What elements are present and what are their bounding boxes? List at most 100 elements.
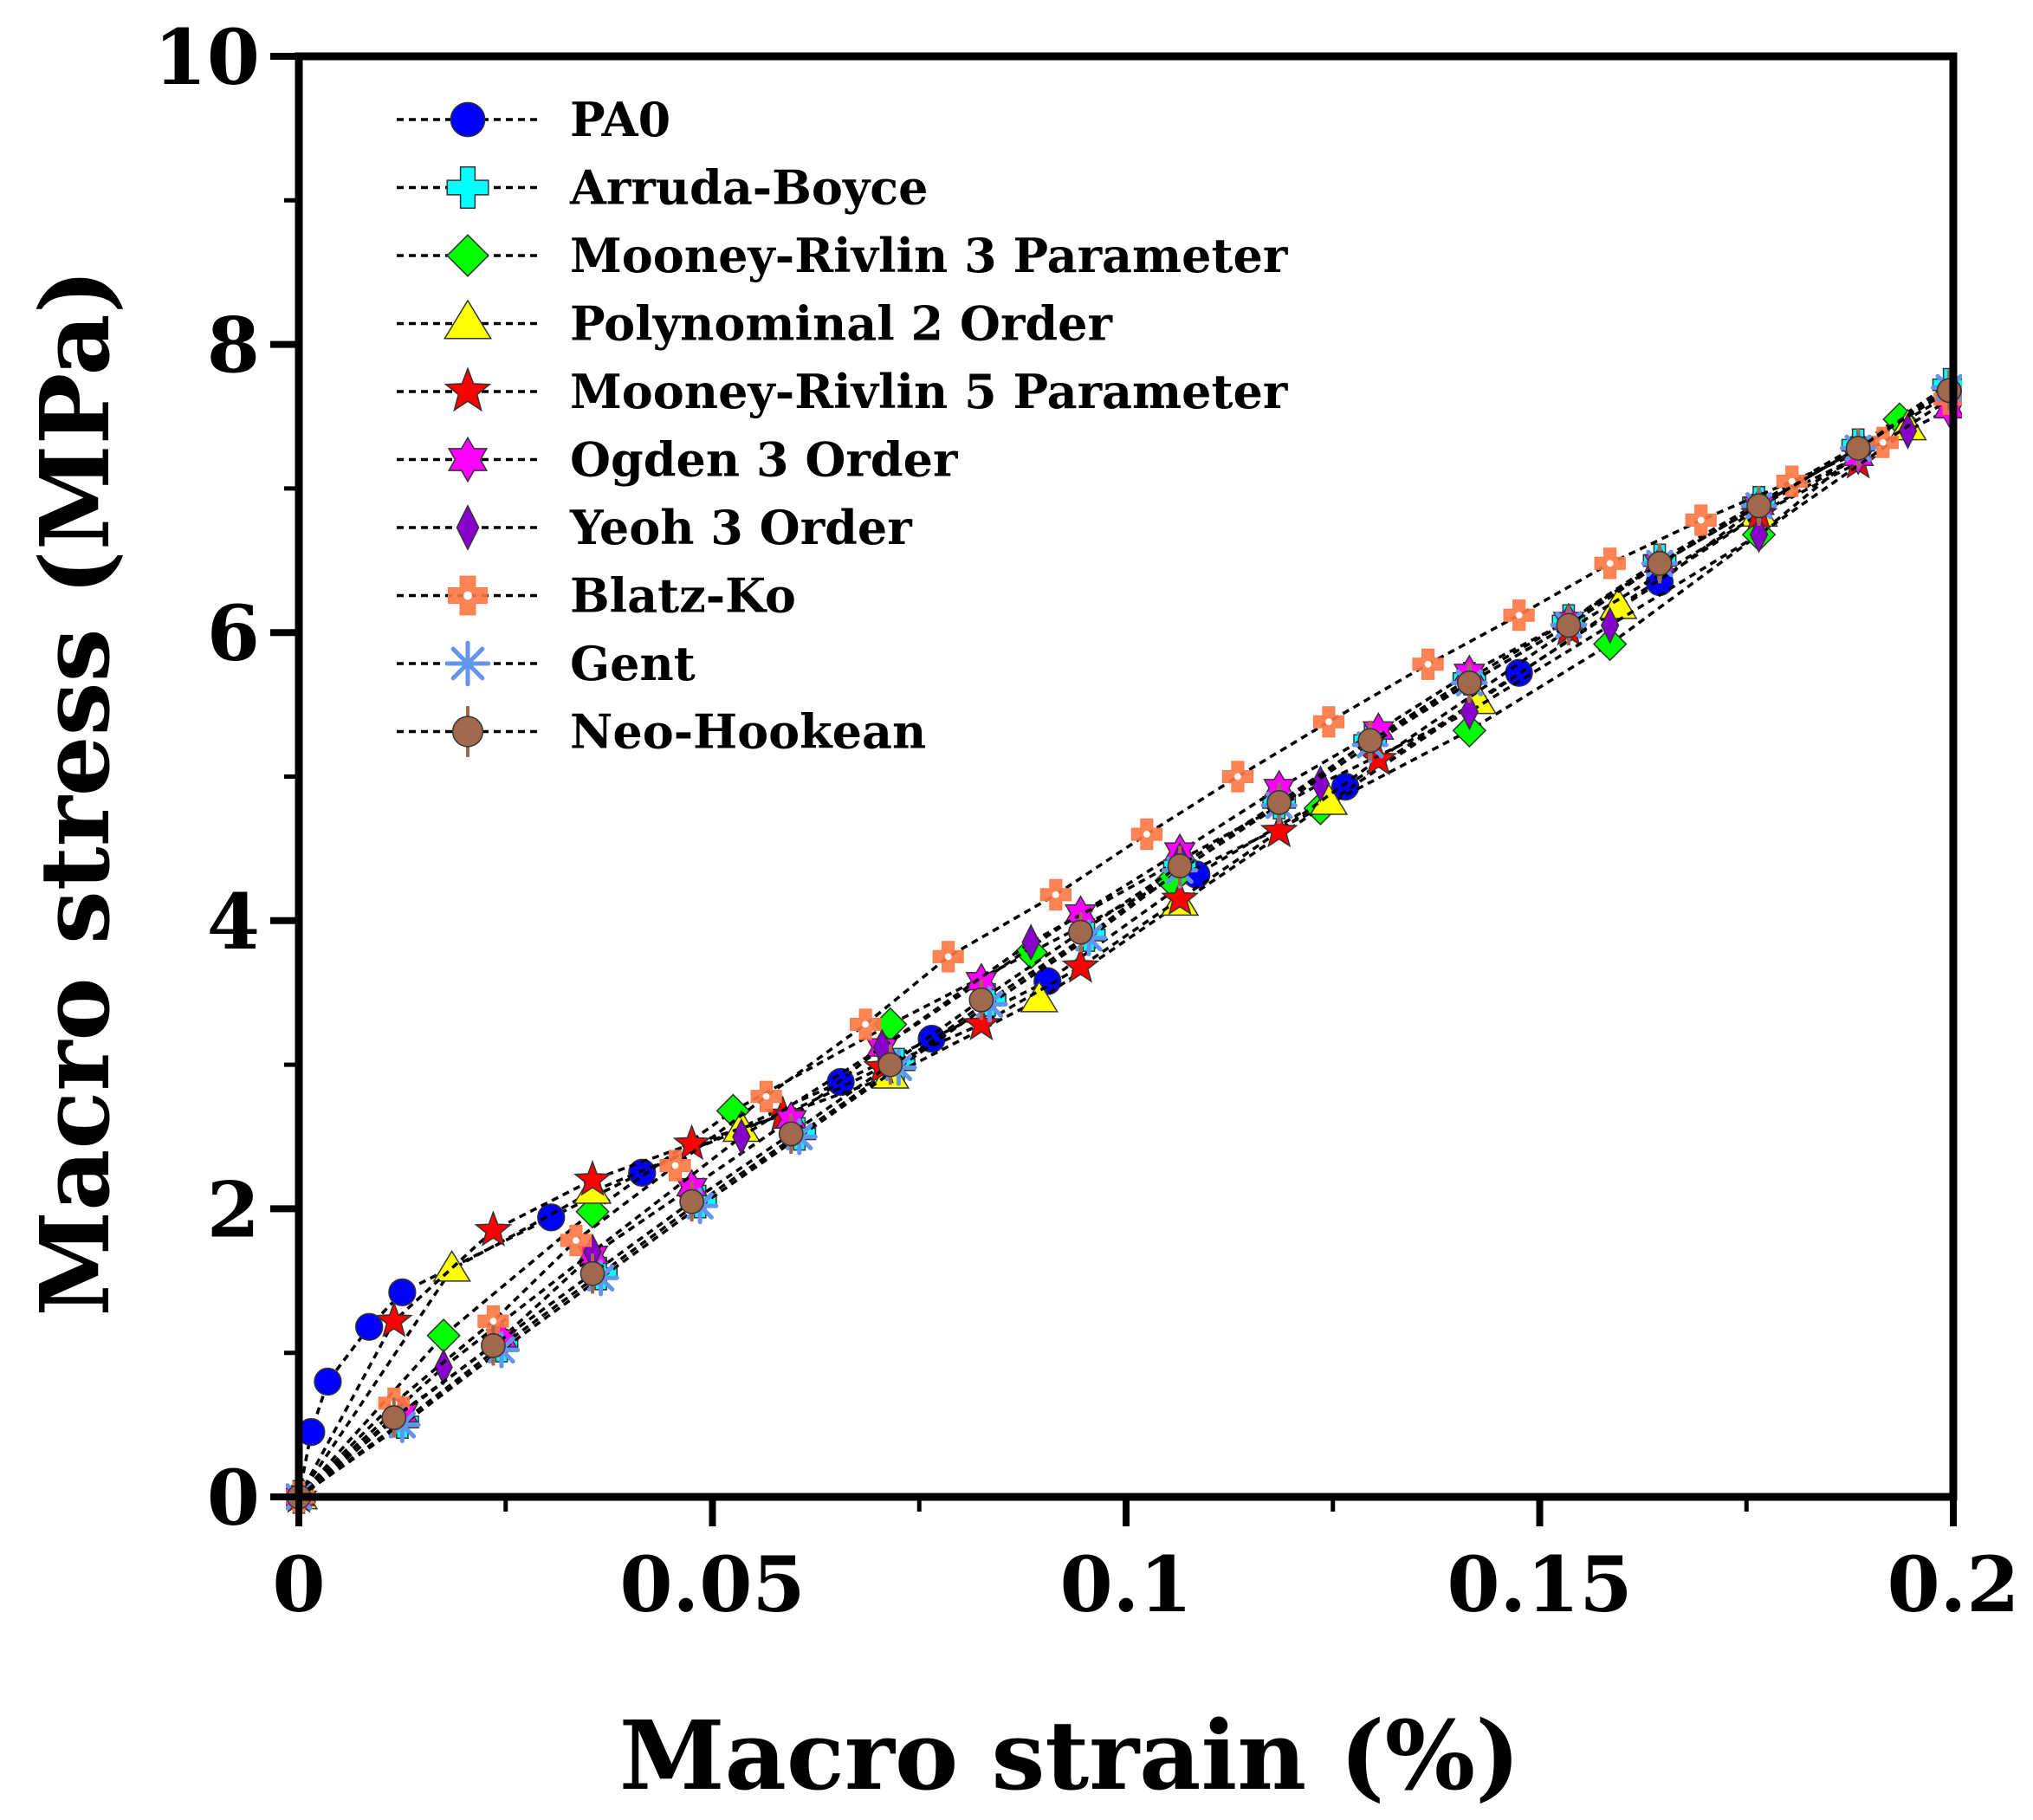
data-point-neo-hookean	[1647, 543, 1673, 584]
data-point-blatz-ko	[932, 941, 964, 973]
legend-item: Yeoh 3 Order	[397, 500, 912, 555]
x-tick-label: 0.15	[1447, 1539, 1632, 1629]
data-point-pa0	[314, 1367, 342, 1396]
data-point-neo-hookean	[579, 1253, 605, 1294]
data-point-pa0	[355, 1312, 384, 1341]
data-point-neo-hookean	[877, 1045, 903, 1085]
x-tick-label: 0.1	[1059, 1539, 1192, 1629]
data-point-mooney-rivlin-5-parameter	[573, 1160, 612, 1196]
data-point-blatz-ko	[560, 1224, 592, 1257]
legend-label: Ogden 3 Order	[570, 432, 958, 488]
data-point-neo-hookean	[1357, 720, 1383, 761]
series-pa0	[286, 380, 1962, 1512]
legend-marker	[444, 640, 491, 687]
legend-item: Polynominal 2 Order	[397, 296, 1113, 352]
y-tick-label: 4	[207, 877, 260, 967]
series-line-pa0	[297, 393, 1951, 1498]
data-point-blatz-ko	[1221, 761, 1253, 793]
data-point-pa0	[388, 1278, 417, 1307]
data-point-mooney-rivlin-5-parameter	[1061, 946, 1100, 983]
legend-item: PA0	[397, 92, 670, 147]
data-point-yeoh-3-order	[1898, 411, 1918, 450]
x-axis-title: Macro strain (%)	[619, 1700, 1520, 1811]
data-point-neo-hookean	[1556, 605, 1582, 645]
data-point-mooney-rivlin-5-parameter	[374, 1301, 413, 1337]
data-point-neo-hookean	[481, 1325, 506, 1366]
data-point-mooney-rivlin-3-parameter	[1592, 626, 1628, 662]
legend-label: PA0	[570, 92, 670, 147]
data-point-mooney-rivlin-5-parameter	[474, 1210, 513, 1247]
legend-marker	[448, 575, 488, 616]
legend-item: Mooney-Rivlin 5 Parameter	[397, 364, 1288, 419]
y-tick-label: 2	[207, 1164, 260, 1254]
data-point-blatz-ko	[1594, 547, 1626, 580]
data-point-mooney-rivlin-5-parameter	[961, 1004, 1000, 1041]
series-line-arruda-boyce	[297, 383, 1951, 1499]
x-tick-label: 0.05	[619, 1539, 805, 1629]
data-point-blatz-ko	[1130, 818, 1162, 851]
data-point-mooney-rivlin-5-parameter	[1359, 739, 1398, 776]
data-point-neo-hookean	[1456, 663, 1482, 703]
legend-marker	[447, 436, 489, 483]
data-point-neo-hookean	[381, 1397, 407, 1438]
data-point-blatz-ko	[850, 1008, 882, 1040]
data-point-blatz-ko	[750, 1080, 782, 1112]
data-point-polynominal-2-order	[1020, 980, 1059, 1013]
legend-label: Polynominal 2 Order	[570, 296, 1113, 352]
series-line-mooney-rivlin-3-parameter	[297, 418, 1901, 1499]
data-point-yeoh-3-order	[434, 1348, 453, 1386]
series-blatz-ko	[286, 383, 1962, 1513]
data-point-blatz-ko	[1776, 465, 1808, 497]
y-tick-label: 6	[207, 588, 260, 678]
data-point-mooney-rivlin-5-parameter	[1161, 878, 1200, 916]
data-point-neo-hookean	[1167, 845, 1193, 886]
legend-item: Ogden 3 Order	[397, 432, 958, 488]
data-point-blatz-ko	[1685, 504, 1717, 536]
data-point-blatz-ko	[1503, 599, 1535, 631]
y-axis-title: Macro stress (MPa)	[19, 269, 131, 1316]
data-point-yeoh-3-order	[1460, 693, 1479, 731]
data-point-neo-hookean	[1266, 782, 1292, 823]
series-line-blatz-ko	[297, 398, 1951, 1499]
series-line-ogden-3-order	[297, 407, 1951, 1499]
axes-layer: 0 2 4 6 8 10 0 0.05 0.1 0.15 0.2	[154, 12, 2020, 1629]
series-mooney-rivlin-5-parameter	[286, 442, 1878, 1513]
data-point-yeoh-3-order	[732, 1117, 751, 1156]
series-line-gent	[297, 386, 1951, 1499]
series-polynominal-2-order	[286, 408, 1927, 1510]
legend-marker	[450, 101, 486, 138]
data-point-yeoh-3-order	[1749, 515, 1769, 554]
legend-label: Neo-Hookean	[570, 704, 926, 760]
legend-item: Blatz-Ko	[397, 568, 796, 624]
data-point-neo-hookean	[679, 1181, 705, 1222]
y-tick-label: 8	[207, 301, 260, 391]
data-point-mooney-rivlin-3-parameter	[1452, 713, 1487, 748]
series-neo-hookean	[286, 370, 1962, 1518]
legend-item: Arruda-Boyce	[397, 160, 929, 216]
data-point-blatz-ko	[1039, 878, 1072, 910]
legend-item: Neo-Hookean	[397, 704, 926, 760]
data-point-blatz-ko	[1312, 706, 1345, 738]
data-point-pa0	[537, 1203, 566, 1232]
data-point-yeoh-3-order	[1600, 606, 1620, 644]
data-point-neo-hookean	[1068, 912, 1093, 953]
legend-label: Arruda-Boyce	[569, 160, 929, 216]
legend-label: Blatz-Ko	[570, 568, 796, 624]
legend-item: Mooney-Rivlin 3 Parameter	[397, 228, 1288, 283]
legend-marker	[451, 706, 484, 757]
data-point-neo-hookean	[1746, 485, 1771, 526]
legend-marker	[444, 366, 492, 412]
y-tick-label: 0	[207, 1453, 260, 1543]
data-point-neo-hookean	[1845, 428, 1871, 469]
legend-marker	[444, 299, 492, 340]
x-tick-label: 0.2	[1887, 1539, 2019, 1629]
data-point-neo-hookean	[968, 980, 994, 1020]
legend-label: Gent	[570, 636, 696, 691]
data-point-blatz-ko	[659, 1150, 691, 1182]
data-point-neo-hookean	[778, 1113, 804, 1155]
legend-marker	[446, 234, 489, 277]
data-point-mooney-rivlin-5-parameter	[1259, 811, 1298, 848]
series-layer	[286, 367, 1962, 1518]
